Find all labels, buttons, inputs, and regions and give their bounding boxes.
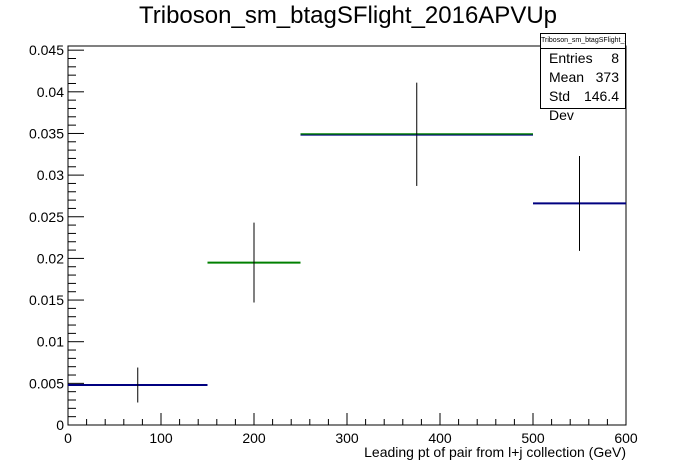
y-tick-label: 0.035: [29, 125, 64, 141]
stats-row-mean: Mean 373: [541, 68, 625, 87]
y-tick-label: 0.025: [29, 209, 64, 225]
stats-box: Triboson_sm_btagSFlight_2016APVUp Entrie…: [540, 33, 626, 123]
y-tick-label: 0.015: [29, 292, 64, 308]
stats-row-stddev: Std Dev 146.4: [541, 87, 625, 125]
y-tick-label: 0.045: [29, 42, 64, 58]
stats-row-entries: Entries 8: [541, 49, 625, 68]
y-tick-label: 0.005: [29, 375, 64, 391]
stats-entries-value: 8: [611, 50, 619, 66]
y-tick-label: 0: [56, 417, 64, 433]
stats-mean-label: Mean: [549, 69, 585, 85]
y-tick-label: 0.02: [37, 250, 64, 266]
x-tick-label: 200: [242, 430, 266, 446]
y-tick-label: 0.01: [37, 334, 64, 350]
stats-stddev-label: Std Dev: [549, 88, 574, 123]
stats-title: Triboson_sm_btagSFlight_2016APVUp: [541, 34, 625, 49]
x-tick-label: 300: [335, 430, 359, 446]
y-axis: 0 0.005 0.01 0.015 0.02 0.025 0.03 0.035 0.04 0.0…: [29, 42, 84, 433]
x-axis-label: Leading pt of pair from l+j collection (…: [364, 444, 626, 460]
x-tick-label: 600: [614, 430, 638, 446]
x-tick-label: 400: [428, 430, 452, 446]
histogram-bins: [68, 82, 626, 403]
stats-stddev-value: 146.4: [583, 88, 619, 104]
stats-mean-value: 373: [595, 69, 619, 85]
x-tick-label: 100: [149, 430, 173, 446]
y-tick-label: 0.04: [37, 84, 64, 100]
x-tick-label: 0: [64, 430, 72, 446]
y-tick-label: 0.03: [37, 167, 64, 183]
x-tick-label: 500: [521, 430, 545, 446]
x-axis: 0 100 200 300 400 500 600: [64, 413, 638, 446]
stats-entries-label: Entries: [549, 50, 593, 66]
chart-title: Triboson_sm_btagSFlight_2016APVUp: [138, 2, 558, 29]
